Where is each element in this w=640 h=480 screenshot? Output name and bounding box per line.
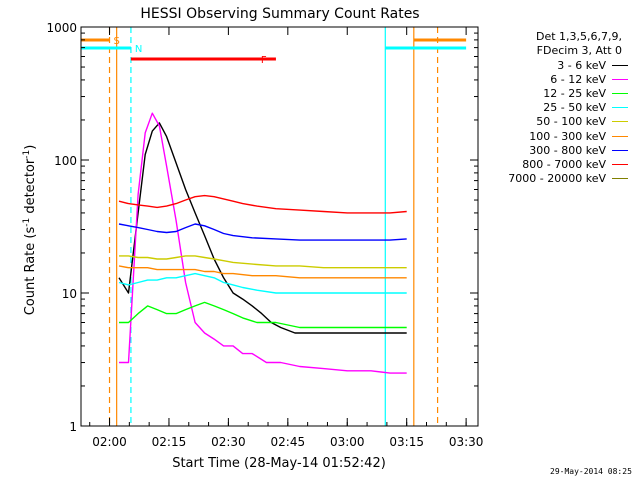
legend-label: 3 - 6 keV bbox=[557, 58, 606, 72]
series-line-0 bbox=[118, 122, 407, 334]
legend-swatch bbox=[612, 64, 628, 66]
y-axis-label-part2: detector bbox=[23, 158, 38, 218]
legend-header-line1: Det 1,3,5,6,7,9, bbox=[535, 30, 622, 43]
legend-label: 50 - 100 keV bbox=[536, 115, 606, 129]
legend-label: 25 - 50 keV bbox=[543, 101, 606, 115]
legend-entries: 3 - 6 keV 6 - 12 keV 12 - 25 keV 25 - 50 ke… bbox=[478, 58, 628, 186]
legend-item: 100 - 300 keV bbox=[478, 129, 628, 143]
x-tick-label-0: 02:00 bbox=[92, 435, 127, 449]
date-stamp: 29-May-2014 08:25 bbox=[550, 467, 632, 476]
x-tick-label-5: 03:15 bbox=[389, 435, 424, 449]
legend-swatch bbox=[612, 163, 628, 165]
legend-label: 300 - 800 keV bbox=[529, 143, 606, 157]
x-tick-label-6: 03:30 bbox=[449, 435, 484, 449]
legend-item: 7000 - 20000 keV bbox=[478, 172, 628, 186]
y-axis-label-sup2: -1 bbox=[22, 150, 32, 159]
series-line-4 bbox=[119, 255, 407, 269]
legend-swatch bbox=[612, 107, 628, 109]
legend-item: 6 - 12 keV bbox=[478, 72, 628, 86]
legend-swatch bbox=[612, 178, 628, 180]
legend-item: 12 - 25 keV bbox=[478, 86, 628, 100]
y-tick-label-2: 100 bbox=[54, 154, 77, 168]
flag-label-saa: S bbox=[114, 36, 120, 47]
series-line-6 bbox=[118, 223, 407, 241]
legend-item: 3 - 6 keV bbox=[478, 58, 628, 72]
legend-item: 25 - 50 keV bbox=[478, 101, 628, 115]
chart-title: HESSI Observing Summary Count Rates bbox=[140, 6, 419, 22]
x-tick-label-2: 02:30 bbox=[211, 435, 246, 449]
legend-label: 6 - 12 keV bbox=[550, 72, 606, 86]
chart-legend: Det 1,3,5,6,7,9, FDecim 3, Att 0 3 - 6 k… bbox=[478, 30, 628, 186]
x-tick-label-3: 02:45 bbox=[271, 435, 306, 449]
series-line-2 bbox=[119, 301, 407, 329]
y-axis-label: Count Rate (s-1 detector-1) bbox=[22, 145, 38, 316]
legend-swatch bbox=[612, 78, 628, 80]
series-line-1 bbox=[119, 112, 407, 374]
plot-area: S N F bbox=[81, 27, 467, 426]
y-axis-label-sup1: -1 bbox=[22, 218, 32, 227]
series-line-5 bbox=[118, 265, 407, 279]
legend-header-line2: FDecim 3, Att 0 bbox=[536, 44, 622, 57]
x-tick-label-1: 02:15 bbox=[152, 435, 187, 449]
legend-swatch bbox=[612, 121, 628, 123]
legend-label: 12 - 25 keV bbox=[543, 86, 606, 100]
plot-frame bbox=[80, 26, 479, 427]
x-tick-label-4: 03:00 bbox=[330, 435, 365, 449]
series-line-7 bbox=[118, 194, 407, 214]
y-axis-label-part3: ) bbox=[23, 145, 38, 150]
legend-label: 800 - 7000 keV bbox=[522, 157, 606, 171]
y-tick-label-0: 1 bbox=[69, 420, 77, 434]
y-tick-label-1: 10 bbox=[62, 287, 77, 301]
legend-swatch bbox=[612, 135, 628, 137]
series-line-3 bbox=[118, 272, 407, 294]
flag-label-night: N bbox=[135, 44, 142, 55]
legend-label: 100 - 300 keV bbox=[529, 129, 606, 143]
legend-item: 300 - 800 keV bbox=[478, 143, 628, 157]
legend-swatch bbox=[612, 149, 628, 151]
axis-ticks: 02:00 02:15 02:30 02:45 03:00 03:15 03:30 1 10 10… bbox=[46, 21, 483, 449]
y-tick-label-3: 1000 bbox=[46, 21, 77, 35]
legend-swatch bbox=[612, 92, 628, 94]
legend-item: 50 - 100 keV bbox=[478, 115, 628, 129]
x-axis-label: Start Time (28-May-14 01:52:42) bbox=[172, 456, 386, 471]
legend-label: 7000 - 20000 keV bbox=[508, 172, 606, 186]
flag-label-flare: F bbox=[261, 55, 267, 66]
y-axis-label-part1: Count Rate (s bbox=[23, 227, 38, 316]
legend-item: 800 - 7000 keV bbox=[478, 157, 628, 171]
